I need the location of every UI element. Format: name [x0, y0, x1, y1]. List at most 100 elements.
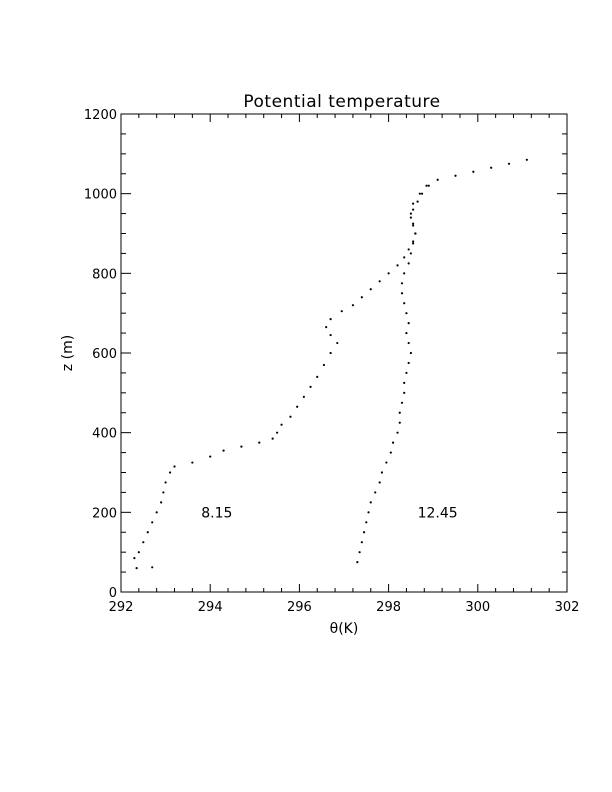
- series-annotation: 12.45: [418, 505, 458, 521]
- data-point: [385, 461, 388, 464]
- data-point: [398, 421, 401, 424]
- data-point: [414, 232, 417, 235]
- data-point: [358, 551, 361, 554]
- data-point: [396, 264, 399, 267]
- data-point: [405, 331, 408, 335]
- data-point: [367, 511, 370, 514]
- data-point: [380, 471, 384, 474]
- data-point: [168, 471, 172, 474]
- data-point: [309, 385, 312, 388]
- annotations: 8.15 12.45: [201, 505, 457, 521]
- data-point: [316, 375, 319, 378]
- data-point: [222, 449, 225, 452]
- data-point: [302, 395, 305, 398]
- data-points: [133, 158, 528, 570]
- data-point: [325, 326, 328, 329]
- data-point: [412, 202, 415, 205]
- data-point: [173, 465, 176, 468]
- data-point: [209, 455, 212, 458]
- axis-ticks: [120, 113, 568, 593]
- x-axis-label: θ(K): [330, 621, 359, 637]
- y-tick-label: 0: [109, 586, 117, 601]
- data-point: [403, 256, 406, 259]
- data-point: [405, 312, 408, 315]
- data-point: [409, 351, 412, 355]
- x-tick-label: 298: [376, 600, 401, 615]
- data-point: [396, 431, 399, 434]
- plot-frame: [120, 113, 568, 593]
- data-point: [409, 216, 412, 219]
- x-tick-label: 294: [198, 600, 223, 615]
- data-point: [490, 166, 493, 169]
- y-tick-label: 400: [92, 427, 117, 442]
- x-tick-label: 302: [555, 600, 580, 615]
- data-point: [360, 541, 363, 544]
- data-point: [389, 451, 392, 454]
- tick-labels: 292 294 296 298 300 302 0 200 400 600 800 1000 1200: [84, 108, 580, 615]
- data-point: [407, 322, 410, 325]
- data-point: [322, 363, 326, 367]
- data-point: [360, 296, 363, 299]
- y-tick-label: 1200: [84, 108, 117, 123]
- x-tick-label: 300: [465, 600, 490, 615]
- data-point: [151, 521, 154, 524]
- x-tick-label: 296: [287, 600, 312, 615]
- data-point: [258, 441, 261, 444]
- data-point: [329, 333, 332, 337]
- data-point: [329, 318, 332, 321]
- data-point: [454, 174, 457, 177]
- x-tick-label: 292: [109, 600, 134, 615]
- data-point: [407, 341, 410, 345]
- series-8.15: [133, 158, 528, 570]
- data-point: [409, 252, 412, 255]
- y-axis-label: z (m): [60, 335, 76, 371]
- data-point: [412, 224, 415, 227]
- data-point: [400, 282, 404, 285]
- data-point: [133, 557, 136, 560]
- data-point: [135, 567, 138, 570]
- data-point: [407, 248, 410, 251]
- data-point: [356, 561, 359, 564]
- y-tick-label: 200: [92, 506, 117, 521]
- data-point: [407, 262, 410, 265]
- data-point: [155, 511, 158, 514]
- data-point: [276, 431, 279, 434]
- data-point: [191, 461, 194, 464]
- data-point: [400, 401, 404, 404]
- data-point: [391, 441, 395, 444]
- data-point: [403, 381, 406, 384]
- data-point: [365, 521, 368, 524]
- data-point: [403, 302, 406, 305]
- data-point: [418, 192, 421, 195]
- data-point: [409, 212, 412, 215]
- data-point: [369, 288, 372, 291]
- data-point: [416, 200, 419, 203]
- data-point: [162, 491, 165, 494]
- data-point: [412, 208, 415, 211]
- series-annotation: 8.15: [201, 505, 232, 521]
- series-12.45: [356, 184, 430, 564]
- data-point: [296, 405, 299, 408]
- data-point: [407, 361, 410, 365]
- data-point: [137, 551, 140, 554]
- data-point: [369, 501, 372, 504]
- data-point: [403, 391, 406, 394]
- data-point: [405, 371, 408, 375]
- y-tick-label: 800: [92, 267, 117, 282]
- data-point: [160, 501, 163, 504]
- data-point: [280, 423, 283, 426]
- data-point: [472, 170, 475, 173]
- data-point: [412, 222, 415, 225]
- data-point: [425, 184, 428, 187]
- data-point: [398, 411, 401, 414]
- data-point: [351, 304, 355, 307]
- data-point: [378, 280, 381, 283]
- data-point: [271, 437, 274, 440]
- data-point: [387, 272, 390, 275]
- data-point: [420, 192, 424, 195]
- data-point: [289, 415, 292, 418]
- data-point: [403, 272, 406, 275]
- data-point: [412, 242, 415, 245]
- data-point: [427, 184, 430, 187]
